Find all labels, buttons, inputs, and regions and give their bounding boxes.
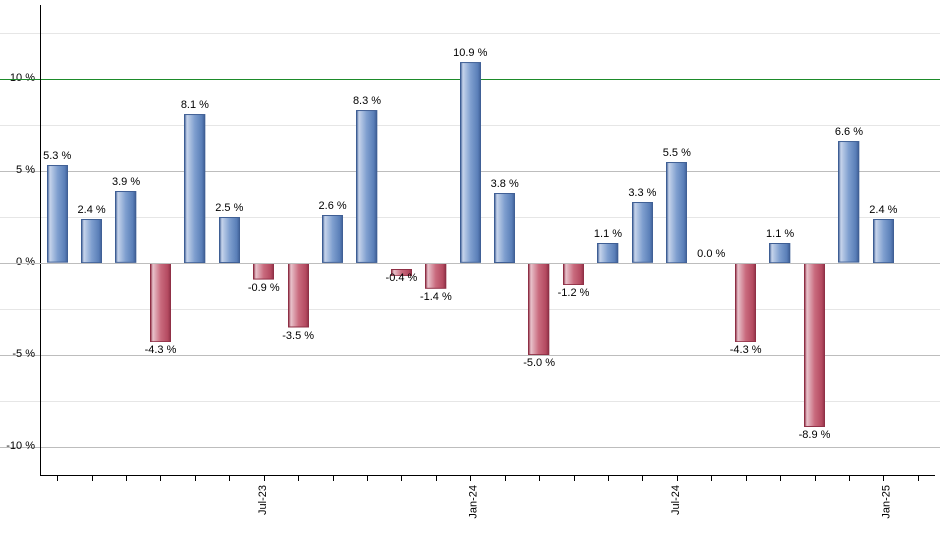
x-tick-mark bbox=[126, 475, 127, 481]
bar bbox=[804, 263, 825, 427]
x-tick-mark bbox=[642, 475, 643, 481]
bar-value-label: 8.3 % bbox=[348, 95, 385, 107]
x-tick-mark bbox=[92, 475, 93, 481]
bar bbox=[873, 219, 894, 263]
x-tick-mark bbox=[608, 475, 609, 481]
bar-value-label: 5.5 % bbox=[658, 147, 695, 159]
x-tick-mark bbox=[918, 475, 919, 481]
x-tick-label: Jul-24 bbox=[670, 485, 682, 515]
bar bbox=[184, 114, 205, 263]
bar-value-label: -1.2 % bbox=[555, 287, 592, 299]
x-tick-mark bbox=[539, 475, 540, 481]
bar bbox=[494, 193, 515, 263]
x-tick-label: Jan-25 bbox=[881, 485, 893, 519]
bar-value-label: -3.5 % bbox=[280, 330, 317, 342]
y-axis-line bbox=[40, 5, 41, 475]
bar bbox=[528, 263, 549, 355]
bar-value-label: 1.1 % bbox=[761, 228, 798, 240]
x-tick-mark bbox=[849, 475, 850, 481]
bar bbox=[219, 217, 240, 263]
bar-value-label: 0.0 % bbox=[693, 248, 730, 260]
bar-value-label: -0.9 % bbox=[245, 282, 282, 294]
bar bbox=[253, 263, 274, 280]
bar bbox=[425, 263, 446, 289]
x-tick-mark bbox=[883, 475, 884, 481]
x-tick-mark bbox=[160, 475, 161, 481]
bar-value-label: -1.4 % bbox=[417, 291, 454, 303]
x-tick-mark bbox=[470, 475, 471, 481]
x-tick-mark bbox=[57, 475, 58, 481]
y-tick-label: 5 % bbox=[5, 164, 35, 176]
bar bbox=[838, 141, 859, 263]
x-tick-mark bbox=[574, 475, 575, 481]
bar bbox=[356, 110, 377, 263]
x-tick-mark bbox=[264, 475, 265, 481]
baseline bbox=[0, 263, 940, 264]
bar-value-label: -0.4 % bbox=[383, 272, 420, 284]
grid-minor bbox=[0, 309, 940, 310]
x-tick-mark bbox=[711, 475, 712, 481]
bar bbox=[81, 219, 102, 263]
x-axis-line bbox=[40, 475, 935, 476]
y-tick-label: -10 % bbox=[5, 440, 35, 452]
bar-value-label: 2.6 % bbox=[314, 200, 351, 212]
y-tick-label: 0 % bbox=[5, 256, 35, 268]
bar-value-label: 6.6 % bbox=[830, 126, 867, 138]
bar-value-label: -5.0 % bbox=[520, 357, 557, 369]
bar-value-label: 3.9 % bbox=[107, 176, 144, 188]
x-tick-label: Jul-23 bbox=[257, 485, 269, 515]
bar bbox=[666, 162, 687, 263]
bar bbox=[150, 263, 171, 342]
x-tick-mark bbox=[229, 475, 230, 481]
bar-value-label: -8.9 % bbox=[796, 429, 833, 441]
bar bbox=[597, 243, 618, 263]
x-tick-mark bbox=[401, 475, 402, 481]
grid-minor bbox=[0, 33, 940, 34]
bar bbox=[115, 191, 136, 263]
y-tick-label: -5 % bbox=[5, 348, 35, 360]
x-tick-mark bbox=[780, 475, 781, 481]
x-tick-mark bbox=[436, 475, 437, 481]
bar bbox=[769, 243, 790, 263]
bar-value-label: 2.5 % bbox=[211, 202, 248, 214]
grid-minor bbox=[0, 401, 940, 402]
bar-value-label: 2.4 % bbox=[865, 204, 902, 216]
grid-major bbox=[0, 447, 940, 448]
x-tick-mark bbox=[746, 475, 747, 481]
x-tick-mark bbox=[195, 475, 196, 481]
bar bbox=[632, 202, 653, 263]
bar bbox=[563, 263, 584, 285]
bar bbox=[460, 62, 481, 263]
bar-value-label: 10.9 % bbox=[452, 47, 489, 59]
bar bbox=[391, 263, 412, 270]
bar-value-label: 3.8 % bbox=[486, 178, 523, 190]
bar-value-label: 3.3 % bbox=[624, 187, 661, 199]
bar bbox=[322, 215, 343, 263]
bar-value-label: 1.1 % bbox=[589, 228, 626, 240]
x-tick-label: Jan-24 bbox=[468, 485, 480, 519]
bar-value-label: 5.3 % bbox=[39, 150, 76, 162]
bar-value-label: 2.4 % bbox=[73, 204, 110, 216]
x-tick-mark bbox=[298, 475, 299, 481]
bar bbox=[47, 165, 68, 263]
bar bbox=[288, 263, 309, 328]
y-tick-label: 10 % bbox=[5, 72, 35, 84]
x-tick-mark bbox=[815, 475, 816, 481]
x-tick-mark bbox=[677, 475, 678, 481]
bar-value-label: 8.1 % bbox=[176, 99, 213, 111]
bar-value-label: -4.3 % bbox=[727, 344, 764, 356]
x-tick-mark bbox=[505, 475, 506, 481]
percent-bar-chart: 10 % 5 % 0 % -5 % -10 % 5.3 % 2.4 % bbox=[0, 0, 940, 550]
x-tick-mark bbox=[333, 475, 334, 481]
bar-value-label: -4.3 % bbox=[142, 344, 179, 356]
x-tick-mark bbox=[367, 475, 368, 481]
bar bbox=[735, 263, 756, 342]
